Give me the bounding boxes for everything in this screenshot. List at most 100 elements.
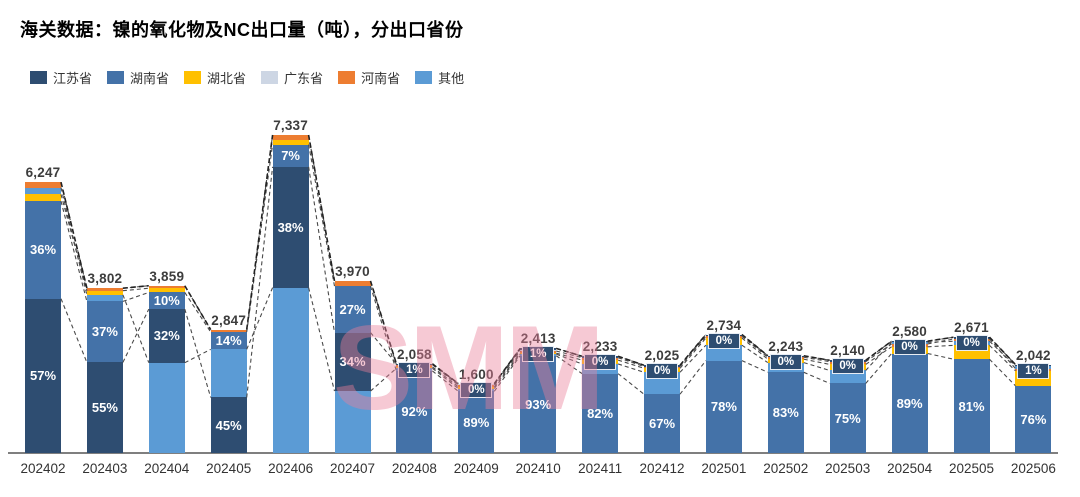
bar-202405: 45% 14% — [210, 329, 247, 453]
segment-湖南省: 92% — [396, 370, 433, 453]
x-label-202408: 202408 — [391, 461, 437, 476]
segment-pct-label: 67% — [648, 416, 676, 432]
total-label-202404: 3,859 — [149, 268, 185, 284]
total-label-202403: 3,802 — [87, 271, 123, 287]
segment-pct-label: 89% — [463, 414, 490, 430]
segment-pct-label: 57% — [29, 368, 57, 384]
total-label-202411: 2,233 — [582, 339, 618, 355]
total-label-202504: 2,580 — [892, 324, 927, 340]
x-label-202502: 202502 — [763, 461, 809, 476]
segment-湖南省: 37% — [86, 301, 123, 363]
segment-pct-label: 76% — [1020, 411, 1047, 427]
segment-pct-label: 81% — [958, 398, 985, 414]
segment-河南省 — [25, 182, 61, 188]
segment-江苏省: 55% — [86, 362, 123, 453]
badge-202503: 0% — [831, 358, 864, 375]
badge-202411: 0% — [584, 354, 617, 371]
total-label-202410: 2,413 — [520, 331, 556, 347]
segment-湖南省: 14% — [210, 332, 247, 350]
segment-其他 — [210, 349, 247, 398]
segment-pct-label: 89% — [896, 395, 923, 411]
segment-pct-label: 34% — [339, 354, 366, 370]
x-label-202411: 202411 — [578, 461, 623, 476]
x-label-202409: 202409 — [453, 461, 499, 476]
legend-label: 江苏省 — [53, 71, 93, 86]
segment-湖南省: 89% — [891, 353, 928, 453]
segment-湖北省 — [25, 194, 61, 202]
segment-江苏省: 32% — [148, 309, 185, 363]
total-label-202503: 2,140 — [830, 343, 866, 359]
segment-湖南省: 67% — [644, 394, 680, 453]
segment-pct-label: 10% — [153, 293, 180, 309]
segment-湖南省: 89% — [458, 391, 495, 453]
segment-pct-label: 75% — [834, 410, 861, 426]
legend-item-5: 其他 — [415, 68, 464, 87]
segment-江苏省: 57% — [25, 298, 61, 453]
badge-202506: 1% — [1017, 362, 1050, 379]
segment-pct-label: 27% — [339, 301, 366, 317]
segment-湖南省: 93% — [520, 355, 557, 453]
total-label-202412: 2,025 — [644, 348, 680, 364]
segment-湖南省: 76% — [1015, 385, 1052, 453]
total-label-202409: 1,600 — [458, 366, 494, 382]
total-label-202402: 6,247 — [25, 165, 61, 181]
bar-202504: 89% — [891, 341, 928, 453]
segment-湖南省: 81% — [953, 359, 990, 453]
badge-202409: 0% — [460, 381, 493, 398]
x-label-202504: 202504 — [887, 461, 933, 476]
legend-swatch-icon — [415, 71, 433, 84]
legend-label: 其他 — [438, 71, 465, 86]
segment-江苏省: 34% — [334, 332, 371, 392]
segment-湖南省: 83% — [767, 372, 804, 453]
badge-202504: 0% — [893, 339, 926, 356]
segment-pct-label: 82% — [587, 405, 614, 421]
total-label-202506: 2,042 — [1015, 347, 1051, 363]
bar-202501: 78% — [705, 334, 742, 453]
x-label-202410: 202410 — [515, 461, 561, 476]
segment-湖南省: 10% — [148, 292, 185, 310]
bar-202404: 32% 10% — [148, 285, 185, 453]
badge-202501: 0% — [707, 332, 740, 349]
segment-pct-label: 14% — [215, 333, 242, 349]
segment-其他 — [86, 294, 123, 302]
bar-202402: 57% 36% — [25, 182, 61, 453]
segment-pct-label: 37% — [91, 324, 118, 340]
bar-202407: 34% 27% — [334, 280, 371, 453]
segment-pct-label: 32% — [153, 328, 180, 344]
segment-湖南省: 27% — [334, 286, 371, 333]
segment-其他 — [272, 287, 309, 453]
bar-202411: 82% — [582, 356, 619, 453]
segment-pct-label: 83% — [772, 405, 799, 421]
segment-pct-label: 93% — [525, 396, 552, 412]
segment-pct-label: 55% — [91, 400, 118, 416]
legend-swatch-icon — [261, 71, 279, 84]
legend-label: 湖南省 — [130, 71, 170, 86]
badge-202502: 0% — [769, 353, 802, 370]
legend-swatch-icon — [30, 71, 47, 84]
x-axis-line — [8, 452, 1058, 454]
legend-item-3: 广东省 — [261, 68, 323, 87]
x-label-202402: 202402 — [20, 461, 66, 476]
x-label-202403: 202403 — [82, 461, 128, 476]
bar-202502: 83% — [767, 355, 804, 453]
segment-江苏省: 45% — [210, 397, 247, 453]
legend-label: 湖北省 — [207, 71, 247, 86]
bar-202505: 81% — [953, 337, 990, 453]
x-label-202501: 202501 — [701, 461, 747, 476]
segment-其他 — [148, 362, 185, 453]
x-label-202404: 202404 — [144, 461, 190, 476]
legend-swatch-icon — [338, 71, 356, 84]
x-label-202412: 202412 — [639, 461, 685, 476]
legend-label: 广东省 — [284, 71, 324, 86]
segment-pct-label: 38% — [277, 219, 304, 235]
segment-湖南省: 78% — [705, 360, 742, 453]
segment-pct-label: 36% — [29, 242, 57, 258]
segment-其他 — [334, 391, 371, 453]
segment-pct-label: 78% — [710, 399, 737, 415]
segment-河南省 — [210, 329, 247, 333]
segment-河南省 — [148, 285, 185, 289]
badge-202410: 1% — [522, 346, 555, 363]
total-label-202406: 7,337 — [273, 118, 308, 133]
badge-202408: 1% — [398, 361, 431, 378]
